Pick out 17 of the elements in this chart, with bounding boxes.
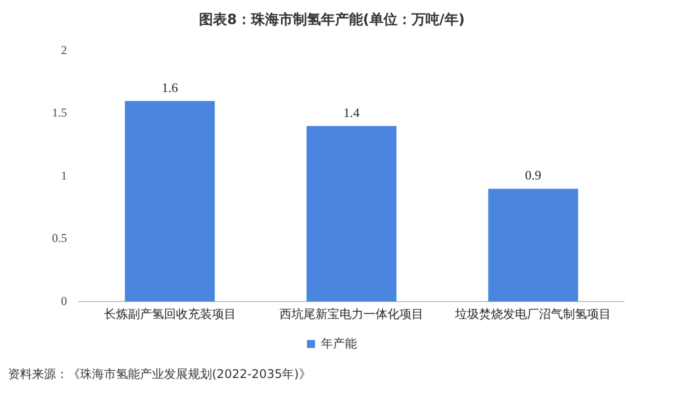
x-tick-label: 西坑尾新宝电力一体化项目 bbox=[280, 307, 424, 322]
chart-title: 图表8：珠海市制氢年产能(单位：万吨/年) bbox=[199, 11, 465, 28]
data-label: 0.9 bbox=[525, 168, 542, 183]
x-tick-label: 垃圾焚烧发电厂沼气制氢项目 bbox=[454, 307, 612, 322]
bar bbox=[124, 100, 215, 302]
y-tick-label: 1 bbox=[61, 168, 67, 182]
data-label: 1.6 bbox=[162, 80, 178, 95]
x-tick-label: 长炼副产氢回收充装项目 bbox=[104, 307, 236, 322]
y-tick-label: 1.5 bbox=[52, 106, 67, 120]
legend-label: 年产能 bbox=[321, 336, 357, 350]
y-tick-label: 0 bbox=[61, 294, 67, 308]
y-tick-label: 0.5 bbox=[52, 231, 67, 246]
text: 资料来源：《珠海市氢能产业发展规划(2022-2035年)》 bbox=[8, 366, 311, 383]
data-label: 1.4 bbox=[343, 104, 360, 120]
bar bbox=[488, 188, 578, 302]
bar bbox=[306, 126, 396, 302]
y-tick-label: 2 bbox=[61, 42, 67, 57]
